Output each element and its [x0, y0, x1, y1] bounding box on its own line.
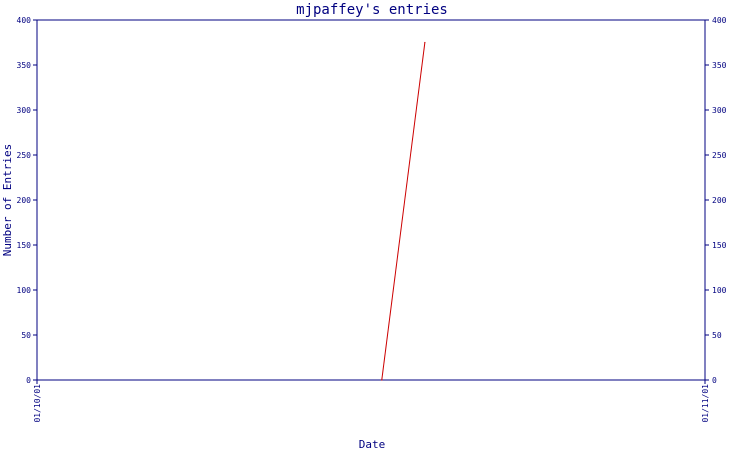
- y-axis-title: Number of Entries: [1, 144, 14, 257]
- x-tick-label: 01/10/01: [33, 384, 42, 423]
- y-tick-label-left: 100: [17, 286, 32, 295]
- y-tick-label-right: 150: [712, 241, 727, 250]
- series-line: [381, 42, 426, 381]
- y-tick-label-right: 400: [712, 16, 727, 25]
- y-tick-label-right: 200: [712, 196, 727, 205]
- x-axis-title: Date: [359, 438, 386, 450]
- y-tick-label-right: 250: [712, 151, 727, 160]
- y-tick-label-right: 0: [712, 376, 717, 385]
- x-tick-label: 01/11/01: [701, 384, 710, 423]
- y-tick-label-right: 300: [712, 106, 727, 115]
- y-tick-label-left: 250: [17, 151, 32, 160]
- y-tick-label-left: 150: [17, 241, 32, 250]
- data-point: [424, 41, 426, 44]
- y-tick-label-right: 100: [712, 286, 727, 295]
- y-tick-label-left: 50: [21, 331, 31, 340]
- y-tick-label-left: 0: [26, 376, 31, 385]
- y-tick-label-left: 300: [17, 106, 32, 115]
- y-tick-label-left: 350: [17, 61, 32, 70]
- y-tick-label-right: 350: [712, 61, 727, 70]
- chart-title: mjpaffey's entries: [296, 2, 448, 18]
- data-point: [381, 379, 383, 381]
- y-tick-label-left: 200: [17, 196, 32, 205]
- plot-area: 0 0 50 50 100 100 150 150 200 200 250 250 300 300 350 3…: [17, 16, 727, 423]
- y-tick-label-left: 400: [17, 16, 32, 25]
- y-tick-label-right: 50: [712, 331, 722, 340]
